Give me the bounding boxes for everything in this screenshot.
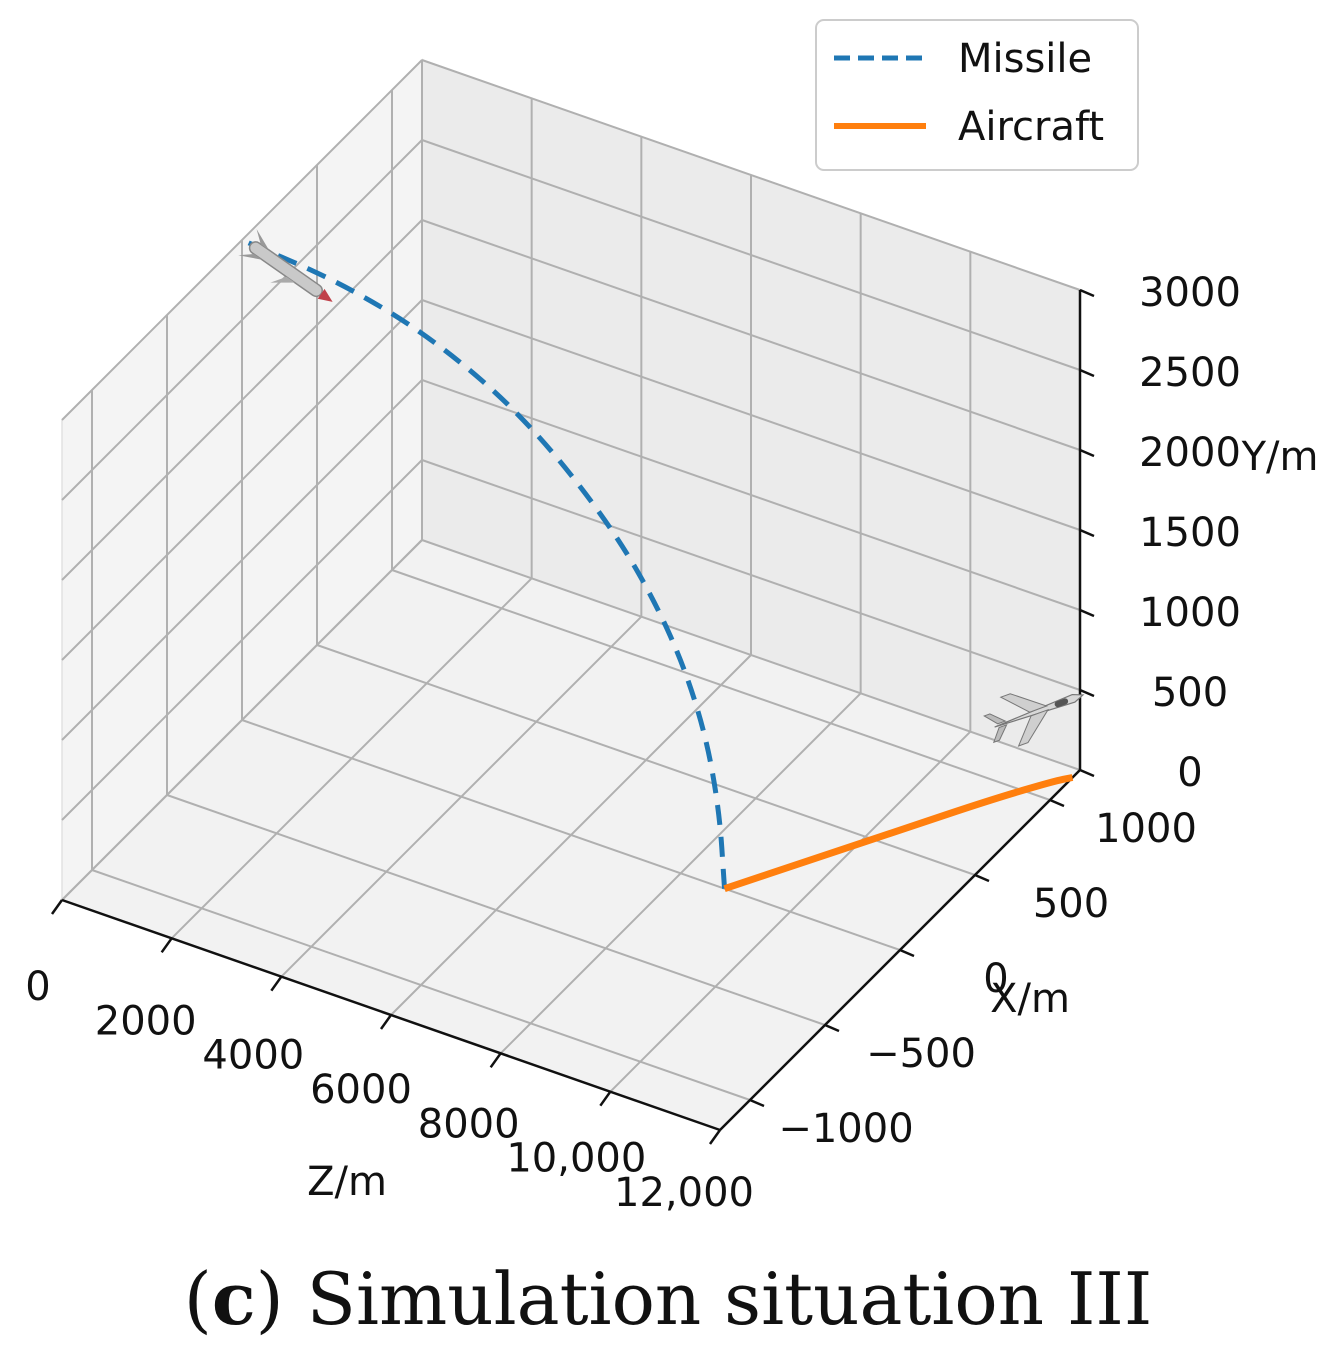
grid-line-y-side — [61, 459, 423, 821]
y-tick-label: 500 — [1152, 670, 1228, 716]
z-tick-label: 4000 — [202, 1033, 304, 1079]
caption-open-paren: ( — [183, 1257, 212, 1341]
legend-missile-label: Missile — [958, 36, 1092, 82]
x-tick-label: −1000 — [778, 1106, 913, 1152]
y-tick-mark — [1079, 448, 1095, 458]
fighter-jet-icon — [983, 693, 1085, 747]
grid-line-y-side — [61, 59, 423, 421]
z-tick-mark — [270, 975, 283, 992]
x-tick-label: −500 — [866, 1031, 976, 1077]
z-tick-label: 0 — [25, 964, 50, 1010]
z-axis-title: Z/m — [307, 1159, 387, 1205]
x-tick-mark — [974, 873, 990, 883]
grid-line-y-back — [421, 219, 1081, 451]
legend-aircraft-label: Aircraft — [958, 104, 1104, 150]
grid-line-x-floor — [391, 569, 1051, 801]
y-tick-mark — [1079, 288, 1095, 298]
grid-line-y-back — [421, 459, 1081, 691]
z-tick-mark — [489, 1052, 502, 1069]
axis-panes — [60, 58, 1082, 1131]
x-axis-title: X/m — [990, 976, 1070, 1022]
grid-line-y-back — [421, 59, 1081, 291]
caption-close-paren: ) — [255, 1257, 284, 1341]
grid-line-x-floor — [241, 719, 901, 951]
grid-line-y-side — [61, 379, 423, 741]
grid-line-x-floor — [166, 794, 826, 1026]
series-line-missile — [241, 237, 728, 889]
z-tick-mark — [379, 1014, 393, 1030]
y-tick-mark — [1079, 608, 1095, 618]
grid-line-y-side — [61, 299, 423, 661]
z-tick-label: 6000 — [310, 1067, 412, 1113]
missile-icon — [238, 229, 333, 302]
grid-line-x-floor — [316, 644, 976, 876]
grid-lines — [61, 59, 1081, 1131]
series-lines — [241, 237, 1074, 892]
y-tick-label: 0 — [1177, 750, 1202, 796]
y-tick-mark — [1079, 688, 1095, 698]
z-tick-mark — [708, 1129, 722, 1145]
caption-text: Simulation situation III — [283, 1257, 1153, 1341]
y-tick-label: 2000 — [1139, 430, 1241, 476]
grid-line-y-back — [421, 299, 1081, 531]
z-tick-label: 12,000 — [614, 1170, 754, 1216]
z-tick-mark — [50, 899, 64, 915]
y-tick-mark — [1079, 768, 1095, 778]
z-tick-mark — [160, 937, 173, 954]
y-tick-mark — [1079, 528, 1095, 538]
grid-line-y-side — [61, 219, 423, 581]
x-tick-mark — [824, 1023, 840, 1033]
x-tick-mark — [1049, 798, 1065, 808]
y-tick-label: 3000 — [1139, 270, 1241, 316]
legend: Missile Aircraft — [815, 19, 1139, 171]
grid-line-y-side — [61, 539, 423, 901]
y-tick-label: 1500 — [1139, 510, 1241, 556]
grid-line-x-floor — [91, 869, 751, 1101]
chart-3d-plot: 0200040006000800010,00012,000−1000−50005… — [25, 19, 1318, 1216]
grid-line-y-back — [421, 139, 1081, 371]
x-tick-mark — [899, 948, 915, 958]
grid-line-y-back — [421, 379, 1081, 611]
series-line-aircraft — [723, 774, 1074, 892]
z-tick-label: 2000 — [95, 998, 197, 1044]
y-axis-title: Y/m — [1241, 434, 1319, 480]
z-tick-label: 8000 — [418, 1101, 520, 1147]
x-tick-label: 1000 — [1095, 806, 1197, 852]
y-tick-mark — [1079, 368, 1095, 378]
x-tick-mark — [749, 1098, 765, 1108]
figure-caption: (c) Simulation situation III — [0, 1256, 1336, 1341]
grid-line-y-back — [421, 539, 1081, 771]
tick-labels: 0200040006000800010,00012,000−1000−50005… — [25, 270, 1241, 1216]
y-tick-label: 1000 — [1139, 590, 1241, 636]
grid-line-y-side — [61, 139, 423, 501]
x-tick-label: 500 — [1033, 881, 1109, 927]
axis-titles: Z/m X/m Y/m — [307, 434, 1318, 1205]
z-tick-mark — [599, 1090, 612, 1107]
z-tick-label: 10,000 — [506, 1136, 646, 1182]
x-tick-label: 0 — [983, 956, 1008, 1002]
y-tick-label: 2500 — [1139, 350, 1241, 396]
caption-letter: c — [211, 1256, 256, 1341]
